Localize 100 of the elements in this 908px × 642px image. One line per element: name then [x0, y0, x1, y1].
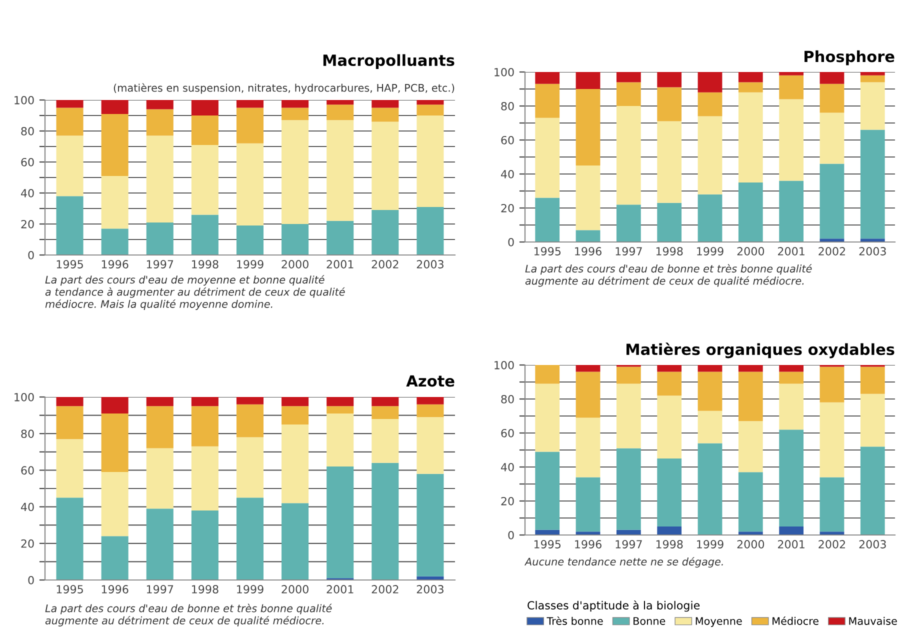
bar [191, 446, 218, 510]
x-tick-label: 1995 [56, 260, 83, 268]
bar [738, 472, 763, 532]
bar [657, 372, 682, 396]
y-tick-label: 20 [21, 220, 34, 228]
bar [191, 510, 218, 580]
bar [326, 466, 354, 578]
legend-title: Classes d'aptitude à la biologie [528, 600, 700, 612]
bar [779, 180, 804, 242]
bar [657, 365, 682, 372]
chart-subtitle: (matières en suspension, nitrates, hydrocarbures, HAP, PCB, etc.) [114, 83, 454, 94]
bar [146, 448, 174, 509]
bar [282, 503, 309, 580]
x-tick-label: 1996 [102, 585, 128, 594]
bar [616, 106, 641, 205]
bar [56, 397, 84, 406]
bar [657, 87, 682, 122]
bar [236, 100, 264, 108]
x-tick-label: 1995 [56, 585, 83, 594]
bar [416, 100, 444, 105]
bar [282, 406, 309, 424]
bar [236, 397, 264, 404]
bar [535, 72, 560, 84]
y-tick-label: 0 [508, 530, 514, 540]
x-tick-label: 1996 [575, 247, 602, 256]
bar [657, 72, 682, 88]
legend-label: Médiocre [772, 616, 818, 625]
bar [860, 82, 885, 130]
bar [779, 384, 804, 430]
bar [616, 366, 641, 384]
bar [779, 72, 804, 76]
x-tick-label: 2002 [372, 585, 398, 594]
bar [236, 437, 264, 498]
bar [576, 477, 600, 532]
bar [101, 536, 128, 580]
bar [146, 100, 174, 110]
bar [372, 418, 399, 463]
bar [576, 166, 600, 230]
bar [372, 462, 399, 580]
y-tick-label: 60 [501, 428, 514, 438]
bar [820, 164, 844, 239]
bar [616, 72, 641, 82]
x-tick-label: 2001 [326, 260, 354, 268]
x-tick-label: 2003 [416, 585, 444, 594]
y-tick-label: 40 [500, 462, 514, 472]
text: La part des cours d'eau de bonne et très bonne qualité augmente au détriment de ceux de qualité médiocre. [525, 264, 812, 287]
legend-label: Bonne [634, 617, 666, 625]
x-tick-label: 1999 [237, 585, 264, 594]
bar [372, 397, 399, 406]
bar [698, 372, 722, 411]
bar [535, 365, 560, 384]
chart-title: Azote [406, 375, 454, 387]
bar [616, 448, 641, 530]
x-tick-label: 2001 [326, 585, 354, 594]
bar [535, 198, 560, 242]
bar [779, 430, 804, 526]
chart-title: Phosphore [804, 50, 894, 66]
bar [101, 228, 128, 255]
y-tick-label: 20 [501, 204, 514, 212]
x-tick-label: 1999 [237, 260, 264, 268]
bar [820, 402, 844, 478]
bar [860, 72, 885, 76]
bar [576, 365, 600, 372]
bar [282, 224, 309, 255]
bar [416, 104, 444, 116]
bar [698, 116, 722, 194]
bar [101, 472, 128, 536]
bar [372, 100, 399, 108]
y-tick-label: 100 [14, 392, 34, 402]
bar [779, 526, 804, 535]
bar [236, 498, 264, 580]
x-tick-label: 1998 [192, 585, 218, 594]
bar [576, 230, 600, 242]
bar [616, 82, 641, 106]
bar [101, 413, 128, 472]
bar [698, 443, 722, 535]
x-tick-label: 1998 [656, 247, 683, 256]
x-tick-label: 1999 [697, 247, 724, 256]
bar [738, 72, 763, 82]
bar [101, 397, 128, 414]
bar [698, 72, 722, 92]
bar [657, 396, 682, 458]
bar [698, 410, 722, 444]
bar [535, 84, 560, 118]
bar [101, 176, 128, 229]
bar [146, 136, 174, 222]
y-tick-label: 40 [20, 188, 34, 198]
x-tick-label: 2000 [737, 247, 764, 256]
bar [326, 104, 354, 120]
bar [372, 108, 399, 122]
legend-label: Mauvaise [849, 616, 897, 625]
bar [616, 204, 641, 242]
x-tick-label: 2000 [282, 260, 308, 268]
bar [326, 406, 354, 414]
y-tick-label: 40 [20, 502, 34, 512]
x-tick-label: 2000 [282, 585, 308, 594]
x-tick-label: 1995 [534, 247, 561, 256]
bar [576, 72, 600, 89]
y-tick-label: 40 [500, 170, 514, 178]
bar [616, 384, 641, 448]
